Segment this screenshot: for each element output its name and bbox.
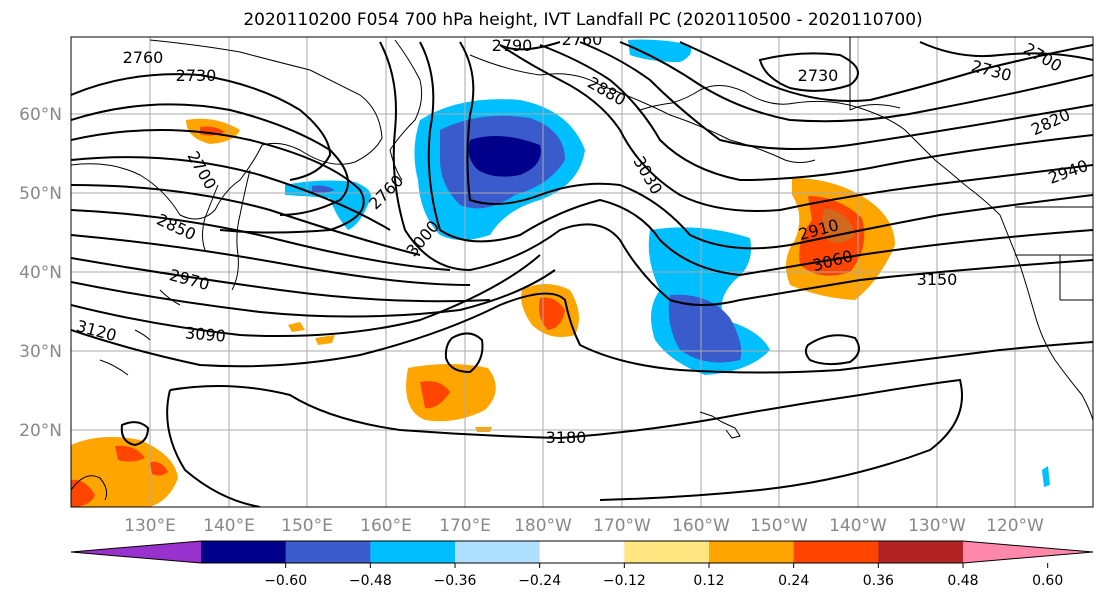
colorbar-swatch — [709, 541, 795, 563]
colorbar-tick-label: 0.24 — [778, 573, 809, 589]
lon-label: 160°W — [672, 516, 730, 536]
lon-label: 150°E — [281, 516, 333, 536]
colorbar-tick-label: −0.48 — [349, 573, 392, 589]
latitude-labels: 60°N 50°N 40°N 30°N 20°N — [19, 105, 62, 441]
colorbar-swatch — [455, 541, 541, 563]
lon-label: 180°W — [514, 516, 572, 536]
lat-label: 50°N — [19, 184, 62, 204]
longitude-labels: 130°E 140°E 150°E 160°E 170°E 180°W 170°… — [124, 516, 1044, 536]
lon-label: 140°W — [829, 516, 887, 536]
contour-label: 3150 — [917, 270, 958, 289]
colorbar-tick-label: 0.60 — [1032, 573, 1063, 589]
figure-title: 2020110200 F054 700 hPa height, IVT Land… — [243, 10, 922, 30]
colorbar-swatch — [201, 541, 287, 563]
contour-label: 2790 — [492, 36, 533, 55]
contour-label: 2760 — [562, 30, 603, 49]
contour-label: 3180 — [546, 428, 587, 447]
colorbar-tick-label: 0.36 — [863, 573, 894, 589]
colorbar-swatch — [793, 541, 879, 563]
contour-label: 2730 — [798, 66, 839, 85]
colorbar-swatch — [370, 541, 456, 563]
colorbar-tick-label: −0.12 — [603, 573, 646, 589]
positive-ivt-shading — [71, 118, 895, 507]
colorbar-swatch — [539, 541, 625, 563]
map-area: 2760 2730 2790 2760 2880 2730 2700 2730 … — [71, 30, 1093, 507]
lon-label: 160°E — [360, 516, 412, 536]
lon-label: 170°W — [593, 516, 651, 536]
colorbar-swatch — [878, 541, 964, 563]
colorbar-tick-label: 0.12 — [693, 573, 724, 589]
colorbar-swatch — [285, 541, 371, 563]
colorbar-extension-low — [71, 541, 201, 563]
colorbar-tick-label: −0.60 — [264, 573, 307, 589]
lat-label: 30°N — [19, 342, 62, 362]
contour-label: 3090 — [184, 323, 226, 345]
height-contours — [71, 41, 1093, 507]
lon-label: 130°E — [124, 516, 176, 536]
map-frame — [70, 36, 1094, 508]
colorbar: −0.60 −0.48 −0.36 −0.24 −0.12 0.12 0.24 0.36 0.4… — [70, 540, 1094, 589]
colorbar-swatch — [624, 541, 710, 563]
lon-label: 140°E — [203, 516, 255, 536]
lat-label: 60°N — [19, 105, 62, 125]
contour-label: 2730 — [176, 66, 217, 85]
colorbar-tick-label: −0.36 — [434, 573, 477, 589]
colorbar-tick-label: −0.24 — [518, 573, 561, 589]
lon-label: 120°W — [986, 516, 1044, 536]
colorbar-outline — [70, 540, 1094, 564]
colorbar-tick-label: 0.48 — [947, 573, 978, 589]
contour-label: 2760 — [123, 48, 164, 67]
coastlines — [71, 37, 1093, 501]
lat-label: 20°N — [19, 421, 62, 441]
lon-label: 130°W — [908, 516, 966, 536]
lat-label: 40°N — [19, 263, 62, 283]
lon-label: 170°E — [439, 516, 491, 536]
colorbar-extension-high — [963, 541, 1093, 563]
lon-label: 150°W — [750, 516, 808, 536]
